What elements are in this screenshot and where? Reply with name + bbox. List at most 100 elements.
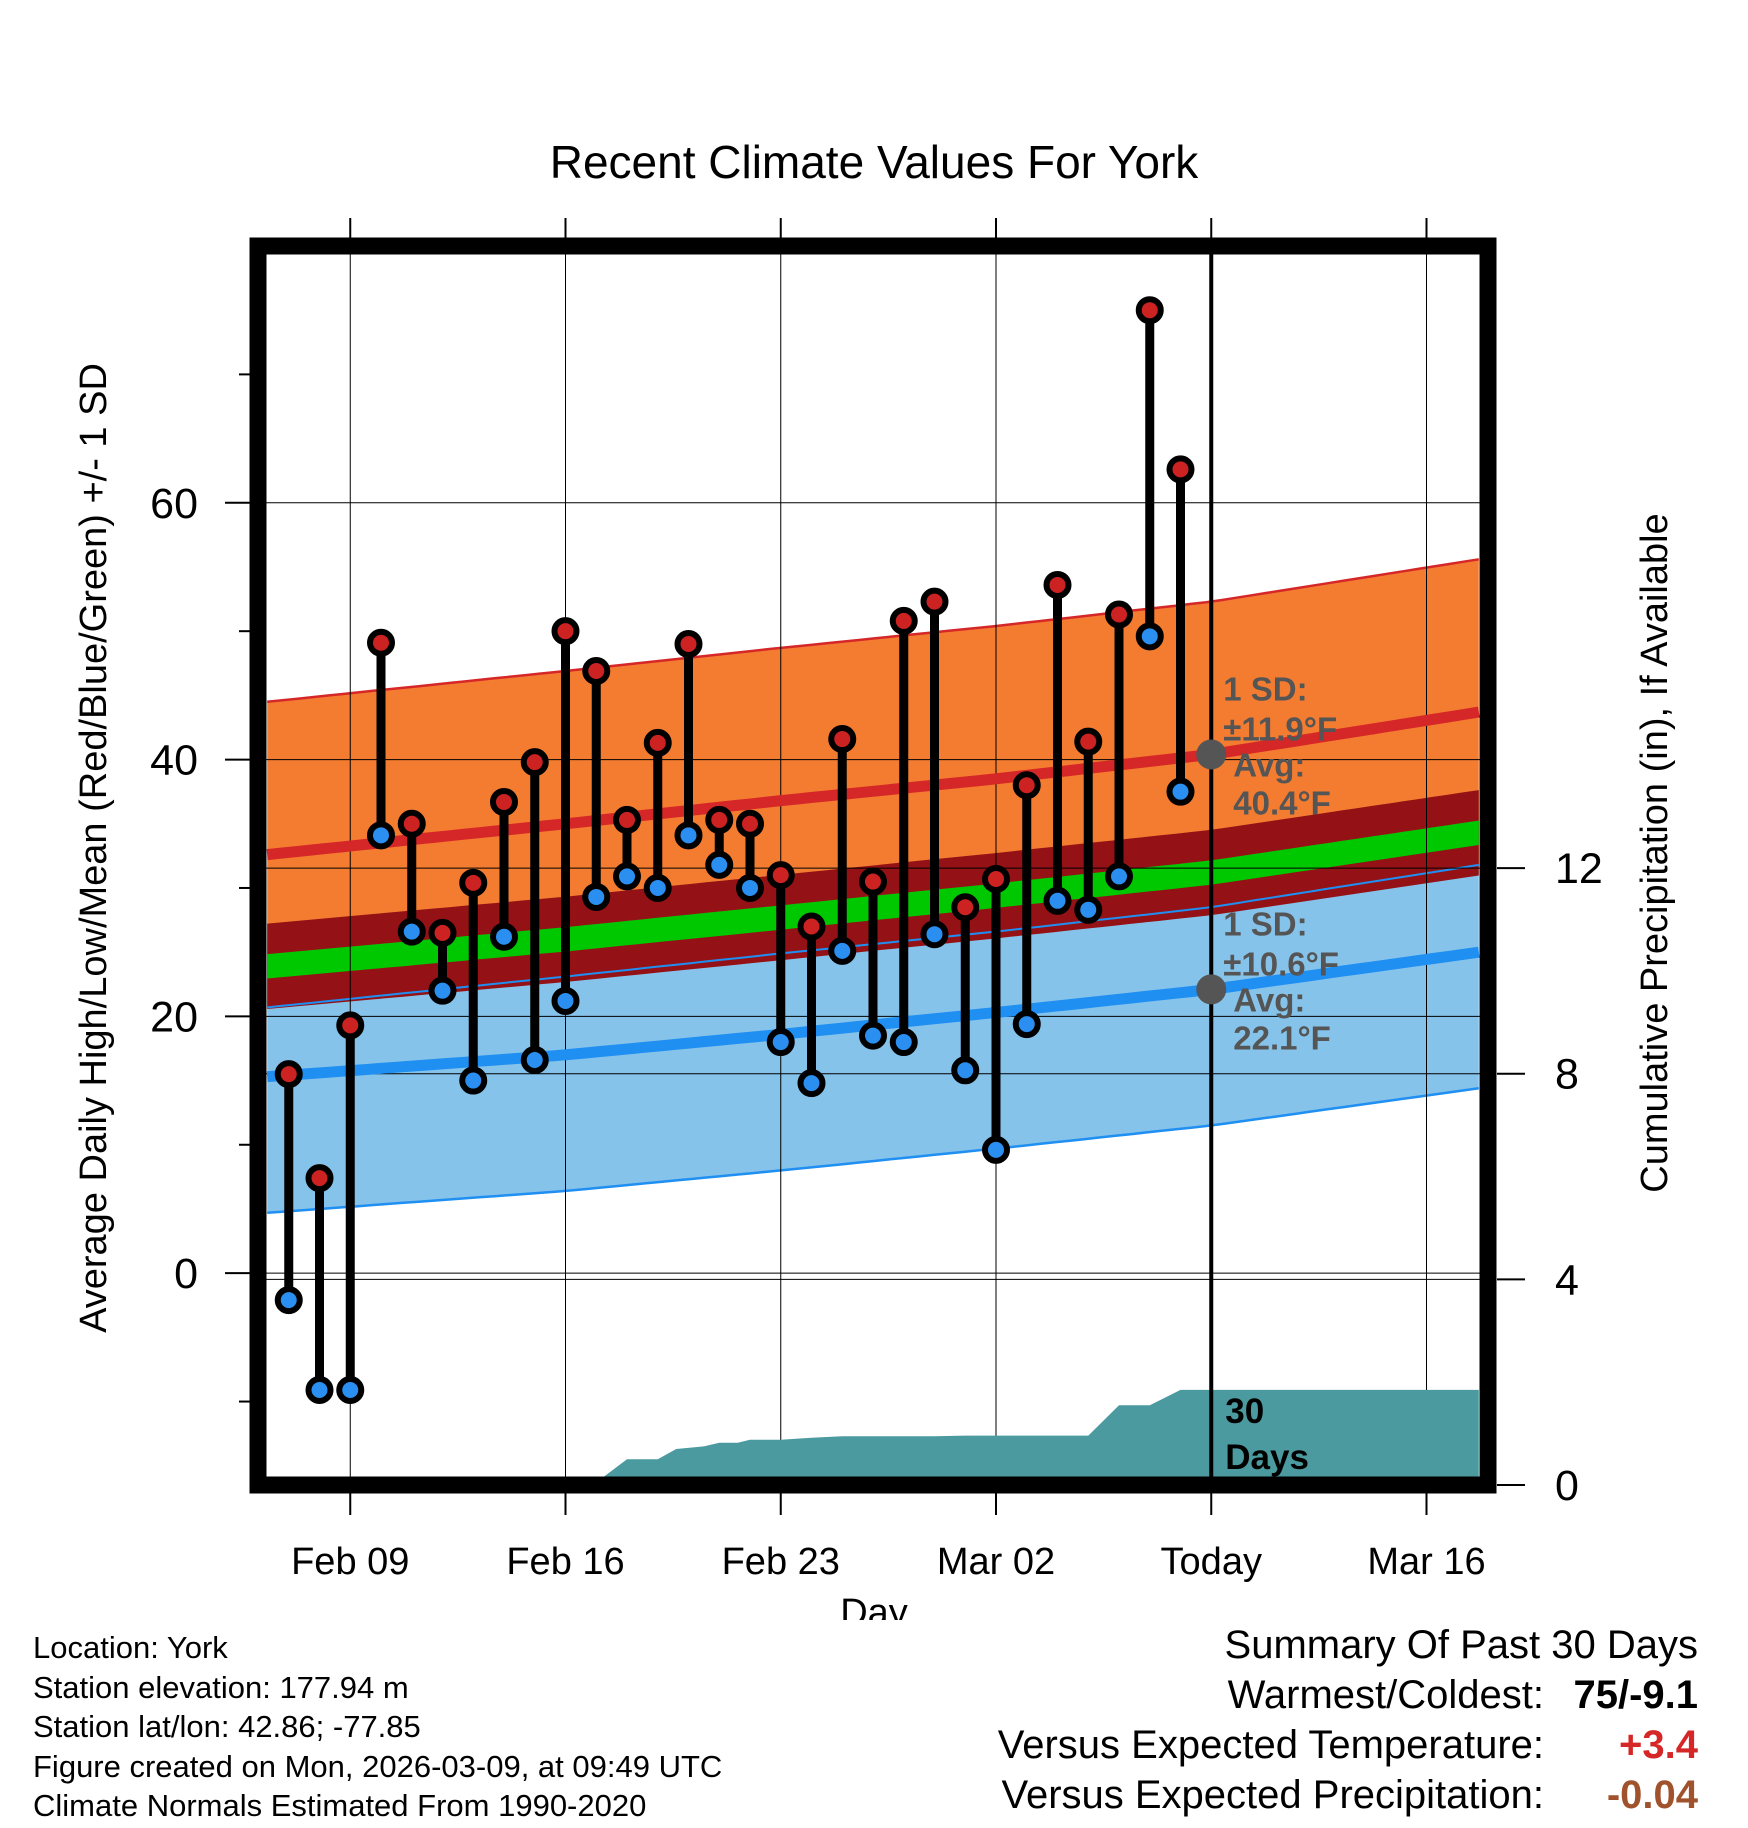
low-avg-label: Avg: (1233, 981, 1305, 1018)
y-tick-label: 0 (174, 1250, 198, 1298)
plot-frame (249, 237, 1497, 1494)
daily-low-point (797, 1069, 826, 1098)
daily-low-point (1166, 777, 1195, 806)
daily-low-point (1135, 622, 1164, 651)
x-tick-label: Mar 16 (1367, 1541, 1485, 1583)
x-tick-label: Feb 09 (291, 1541, 409, 1583)
daily-high-point (982, 864, 1010, 893)
daily-high-point (613, 805, 641, 834)
x-tick-label: Mar 02 (937, 1541, 1055, 1583)
daily-high-point (705, 805, 734, 834)
daily-low-point (613, 862, 641, 891)
daily-high-point (336, 1011, 365, 1040)
daily-low-point (459, 1066, 488, 1095)
summary-precip-row: Versus Expected Precipitation: -0.04 (998, 1770, 1698, 1820)
summary-precip-value: -0.04 (1606, 1773, 1698, 1817)
today-high-marker (1196, 739, 1227, 770)
low-lower-edge (267, 1087, 1479, 1215)
daily-low-point (674, 821, 703, 850)
daily-low-point (490, 922, 518, 951)
precip-area (267, 1389, 1479, 1485)
y2-tick-label: 12 (1555, 845, 1603, 893)
high-upper-edge (267, 558, 1479, 704)
daily-high-point (459, 868, 488, 897)
daily-low-point (1043, 886, 1072, 915)
y2-tick-label: 8 (1555, 1051, 1579, 1099)
summary-temp-row: Versus Expected Temperature: +3.4 (998, 1720, 1698, 1770)
daily-low-point (889, 1028, 918, 1057)
daily-high-point (1105, 600, 1133, 629)
high-avg-value: 40.4°F (1233, 784, 1331, 821)
daily-high-point (274, 1060, 303, 1089)
climate-chart: Recent Climate Values For York 1 SD: ±11.… (73, 136, 1676, 1620)
station-info: Location: York Station elevation: 177.94… (33, 1628, 722, 1826)
daily-high-point (305, 1164, 334, 1193)
daily-high-point (1074, 727, 1103, 756)
y2-tick-label: 4 (1555, 1256, 1579, 1304)
high-sd-value: ±11.9°F (1223, 710, 1337, 747)
y-axis-label: Average Daily High/Low/Mean (Red/Blue/Gr… (73, 363, 115, 1333)
days-label-text: Days (1225, 1438, 1309, 1477)
daily-high-point (1043, 570, 1072, 599)
info-location: Location: York (33, 1630, 228, 1665)
low-sd-label: 1 SD: (1223, 905, 1307, 942)
days-label-number: 30 (1225, 1392, 1264, 1431)
daily-high-point (766, 861, 795, 890)
chart-title: Recent Climate Values For York (550, 136, 1200, 188)
daily-high-point (674, 630, 703, 659)
daily-high-point (859, 867, 887, 896)
daily-low-point (1012, 1010, 1041, 1039)
daily-low-point (982, 1135, 1010, 1164)
info-created: Figure created on Mon, 2026-03-09, at 09… (33, 1748, 723, 1784)
today-low-marker (1196, 974, 1227, 1005)
daily-high-point (490, 787, 518, 816)
daily-low-point (305, 1375, 334, 1404)
daily-high-point (397, 809, 426, 838)
x-tick-label: Feb 23 (722, 1541, 840, 1583)
daily-high-point (1135, 296, 1164, 325)
daily-low-point (1074, 895, 1103, 924)
daily-low-point (397, 917, 426, 946)
daily-low-point (736, 873, 764, 902)
daily-high-point (828, 725, 857, 754)
daily-low-point (336, 1375, 365, 1404)
y2-tick-label: 0 (1555, 1462, 1579, 1510)
daily-range-bars (274, 296, 1195, 1404)
daily-high-point (797, 912, 826, 941)
x-axis-label: Day (840, 1592, 908, 1620)
daily-high-point (643, 728, 672, 757)
daily-high-point (1012, 771, 1041, 800)
info-elevation: Station elevation: 177.94 m (33, 1669, 409, 1705)
daily-low-point (766, 1028, 795, 1057)
high-normal-line (266, 706, 1480, 861)
high-avg-label: Avg: (1233, 746, 1305, 783)
daily-high-point (582, 656, 611, 685)
summary-warmest-value: 75/-9.1 (1573, 1673, 1698, 1717)
summary-temp-value: +3.4 (1619, 1723, 1698, 1767)
daily-low-point (367, 821, 395, 850)
daily-high-point (889, 606, 918, 635)
summary-panel: Summary Of Past 30 Days Warmest/Coldest:… (998, 1620, 1698, 1820)
daily-low-point (551, 986, 580, 1015)
daily-low-point (951, 1056, 980, 1085)
summary-warmest-row: Warmest/Coldest: 75/-9.1 (998, 1670, 1698, 1720)
y2-axis-label: Cumulative Precipitation (in), If Availa… (1634, 513, 1676, 1192)
daily-low-point (859, 1021, 887, 1050)
daily-high-point (551, 617, 580, 646)
daily-low-point (828, 936, 857, 965)
daily-high-point (920, 587, 949, 616)
daily-low-point (1105, 862, 1133, 891)
daily-high-point (428, 918, 457, 947)
summary-warmest-label: Warmest/Coldest: (1227, 1673, 1544, 1717)
axes: 0 20 40 60 0 4 8 12 Feb 09 Feb 16 Feb 23 Mar 02 Toda… (150, 218, 1603, 1583)
today-marker-group (1196, 246, 1227, 1485)
plot-border (249, 237, 1497, 1494)
daily-low-point (643, 873, 672, 902)
precip-series (267, 1389, 1479, 1485)
daily-high-point (736, 809, 764, 838)
y-tick-label: 20 (150, 993, 198, 1041)
x-tick-label: Feb 16 (506, 1541, 624, 1583)
summary-precip-label: Versus Expected Precipitation: (1001, 1773, 1544, 1817)
x-tick-label: Today (1161, 1541, 1262, 1583)
